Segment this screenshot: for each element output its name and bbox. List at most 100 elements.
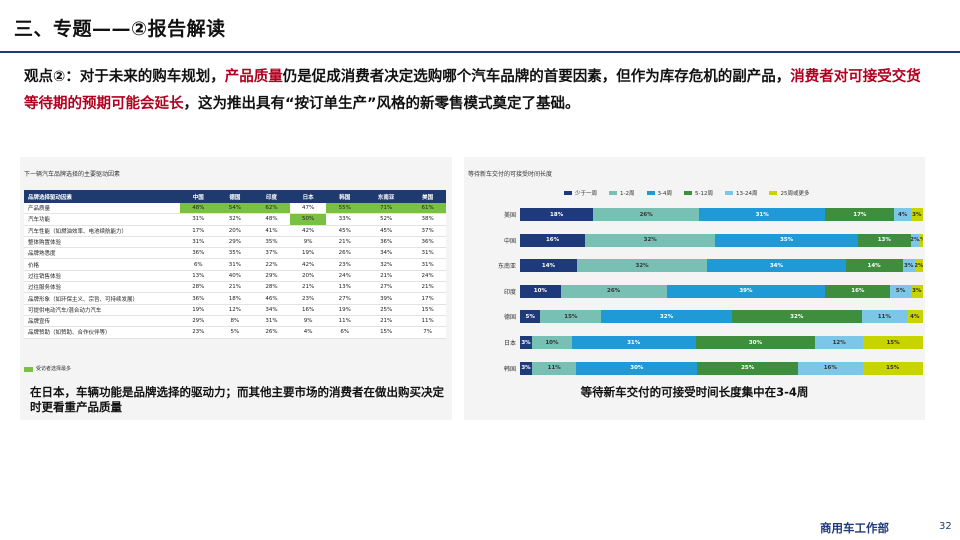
viewpoint-text-3: ，这为推出具有“按订单生产”风格的新零售模式奠定了基础。 (183, 96, 580, 112)
value-cell: 6% (180, 258, 217, 271)
page-number: 32 (939, 521, 952, 532)
value-cell: 36% (409, 236, 446, 249)
legend-item: 1-2周 (609, 189, 635, 197)
value-cell: 21% (363, 315, 410, 328)
left-caption: 在日本，车辆功能是品牌选择的驱动力；而其他主要市场的消费者在做出购买决定时更看重… (30, 385, 444, 414)
table-row: 汽车性能（如燃油效率、电池续航能力） 17% 20% 41% 42% 45% 45% 37% (24, 225, 446, 237)
value-cell: 19% (289, 247, 327, 260)
value-cell: 31% (409, 258, 446, 271)
value-cell: 37% (409, 225, 446, 237)
bar-segment: 25% (697, 361, 799, 375)
value-cell: 22% (253, 258, 290, 271)
footer-department: 商用车工作部 (820, 521, 889, 535)
value-cell: 24% (409, 270, 446, 283)
value-cell: 52% (363, 213, 410, 226)
table-row: 整体购置体验 31% 29% 35% 9% 21% 36% 36% (24, 236, 446, 249)
bar-segment: 15% (863, 336, 923, 349)
value-cell: 13% (180, 270, 217, 283)
column-header: 德国 (216, 190, 254, 203)
value-cell: 46% (253, 292, 290, 305)
table-header-row: 品牌选择驱动因素 中国 德国 印度 日本 韩国 东南亚 美国 (24, 190, 446, 203)
value-cell: 45% (363, 225, 410, 237)
bar-segment: 5% (890, 284, 911, 298)
bar-segment: 3% (520, 336, 532, 349)
bar-segment: 30% (695, 336, 816, 349)
value-cell: 33% (326, 213, 364, 226)
value-cell: 15% (363, 326, 410, 339)
value-cell: 38% (409, 213, 446, 226)
bar-segment: 13% (857, 233, 911, 247)
bar-segment: 3% (520, 361, 533, 375)
value-cell: 62% (253, 203, 290, 215)
value-cell: 13% (326, 281, 364, 294)
legend-text: 少于一周 (575, 191, 598, 197)
value-cell: 5% (216, 326, 254, 339)
value-cell: 20% (216, 225, 254, 237)
value-cell: 21% (326, 236, 364, 249)
driver-label-cell: 可提供电动汽车/混合动力汽车 (24, 304, 180, 316)
bar-segment: 18% (520, 208, 594, 221)
bar-row: 3% 11% 30% 25% 16% 15% (520, 361, 923, 375)
bar-segment: 14% (520, 259, 577, 273)
bar-segment: 30% (576, 361, 698, 375)
bar-segment: 11% (861, 310, 907, 324)
value-cell: 61% (409, 203, 446, 215)
value-cell: 48% (180, 203, 217, 215)
bar-segment: 26% (593, 208, 700, 221)
legend-swatch (24, 367, 33, 372)
table-row: 品牌形象（如环保主义、宗旨、可持续发展） 36% 18% 46% 23% 27% 39% 17… (24, 292, 446, 305)
value-cell: 4% (289, 326, 327, 339)
legend-text: 25周或更多 (780, 191, 810, 197)
value-cell: 36% (180, 292, 217, 305)
bar-segment: 16% (798, 361, 863, 375)
driver-label-cell: 品牌赞助（如赞助、合作伙伴等） (24, 326, 180, 339)
legend-item: 5-12周 (683, 189, 713, 197)
value-cell: 71% (363, 203, 410, 215)
bar-row: 10% 26% 39% 16% 5% 3% (520, 284, 923, 298)
legend-text: 1-2周 (620, 191, 635, 197)
value-cell: 35% (216, 247, 254, 260)
value-cell: 50% (289, 213, 327, 226)
value-cell: 31% (180, 213, 217, 226)
chart-title: 等待新车交付的可接受时间长度 (468, 171, 553, 178)
viewpoint-text-2: 仍是促成消费者决定选购哪个汽车品牌的首要因素，但作为库存危机的副产品， (282, 69, 791, 85)
table-row: 价格 6% 31% 22% 42% 23% 32% 31% (24, 258, 446, 271)
value-cell: 17% (409, 292, 446, 305)
value-cell: 31% (180, 236, 217, 249)
bar-row: 16%32%35%13%2%1% (520, 233, 923, 247)
value-cell: 20% (289, 270, 327, 283)
table-row: 汽车功能 31% 32% 48% 50% 33% 52% 38% (24, 213, 446, 226)
viewpoint-highlight-2: 消费者对可接受交货等待期的预期可能会延长 (24, 69, 921, 112)
category-label: 美国 (503, 212, 516, 219)
value-cell: 21% (363, 270, 410, 283)
table-row: 产品质量 48% 54% 62% 47% 55% 71% 61% (24, 203, 446, 215)
value-cell: 8% (216, 315, 254, 328)
value-cell: 23% (326, 258, 364, 271)
legend-text: 13-24周 (735, 191, 758, 197)
table-row: 过往销售体验 13% 40% 29% 20% 24% 21% 24% (24, 270, 446, 283)
right-caption: 等待新车交付的可接受时间长度集中在3-4周 (580, 385, 809, 399)
legend-swatch (609, 191, 618, 195)
bar-segment: 32% (731, 310, 862, 324)
value-cell: 47% (289, 203, 327, 215)
value-cell: 15% (409, 304, 446, 316)
viewpoint-paragraph: 观点②：对于未来的购车规划，产品质量仍是促成消费者决定选购哪个汽车品牌的首要因素… (24, 64, 924, 118)
legend-swatch (683, 191, 692, 195)
table-row: 品牌赞助（如赞助、合作伙伴等） 23% 5% 26% 4% 6% 15% 7% (24, 326, 446, 339)
value-cell: 34% (253, 304, 290, 316)
value-cell: 21% (409, 281, 446, 294)
value-cell: 12% (216, 304, 254, 316)
value-cell: 27% (326, 292, 364, 305)
legend-swatch (646, 191, 655, 195)
value-cell: 27% (363, 281, 410, 294)
bar-segment: 32% (585, 233, 716, 247)
value-cell: 41% (253, 225, 290, 237)
table-row: 过往服务体验 28% 21% 28% 21% 13% 27% 21% (24, 281, 446, 294)
bar-segment: 10% (520, 284, 561, 298)
driver-label-cell: 过往销售体验 (24, 270, 180, 283)
category-label: 德国 (503, 314, 516, 322)
chart-legend: 少于一周 1-2周 3-4周 5-12周 13-24周 25周或更多 (564, 189, 809, 197)
value-cell: 24% (326, 270, 364, 283)
bar-row: 18% 26% 31% 17% 4% 3% (520, 208, 923, 221)
bar-row: 14%32%34%14%3%2% (520, 259, 923, 273)
